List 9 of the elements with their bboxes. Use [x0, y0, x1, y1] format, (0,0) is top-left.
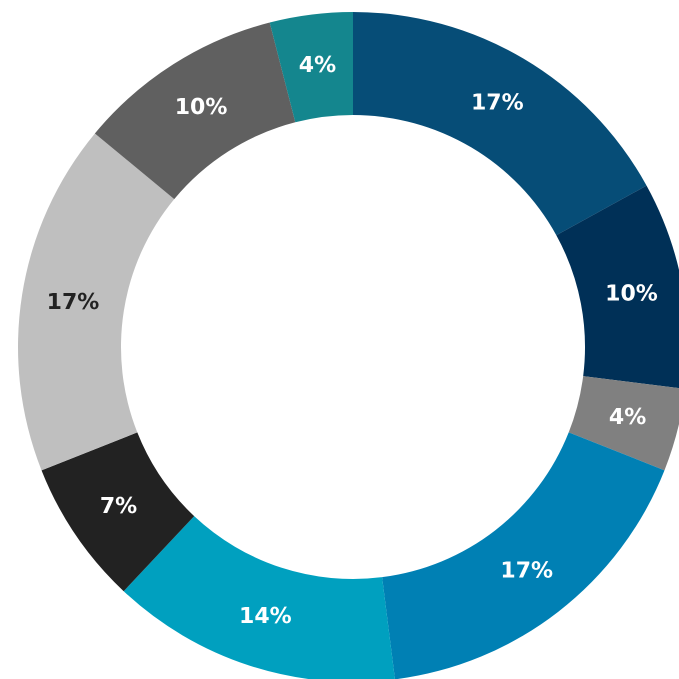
data-label: 10%: [605, 281, 658, 306]
data-label: 4%: [608, 405, 646, 430]
data-label: 14%: [239, 604, 292, 630]
data-label: 4%: [298, 53, 336, 78]
data-label: 10%: [174, 95, 228, 120]
data-label: 17%: [470, 90, 524, 116]
data-label: 17%: [500, 558, 554, 584]
data-label: 7%: [100, 494, 138, 519]
data-label: 17%: [46, 290, 100, 316]
